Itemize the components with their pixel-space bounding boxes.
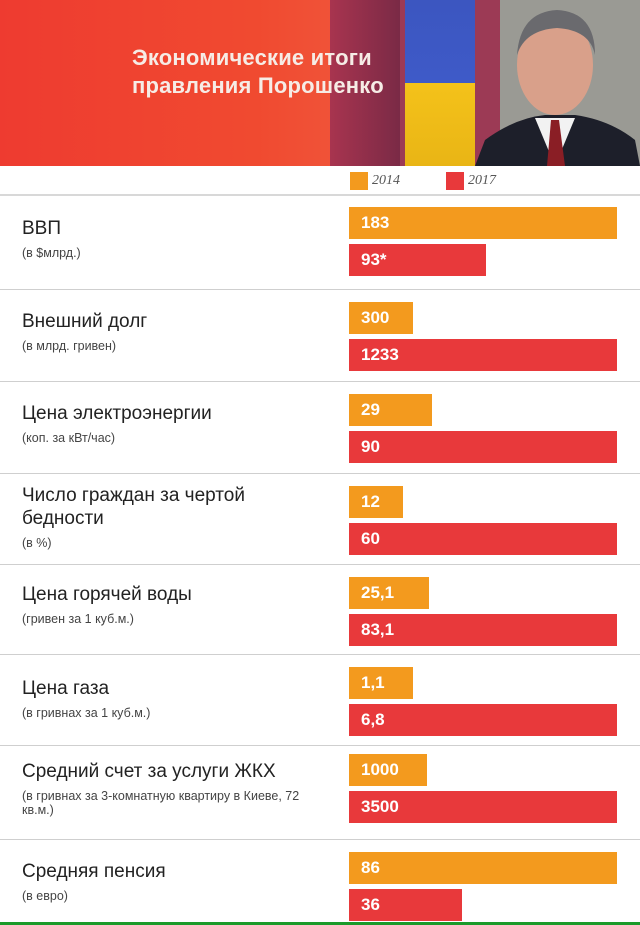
chart-row: Цена электроэнергии (коп. за кВт/час) 29 90 — [0, 382, 640, 474]
bar-2017: 83,1 — [349, 614, 617, 646]
bar-2014: 1,1 — [349, 667, 413, 699]
chart-row: Средняя пенсия (в евро) 86 36 — [0, 840, 640, 925]
legend-item-2017: 2017 — [446, 172, 496, 190]
row-label: Цена электроэнергии — [22, 403, 212, 424]
row-label: Средний счет за услуги ЖКХ — [22, 761, 276, 782]
president-photo — [475, 10, 640, 166]
row-unit: (в гривнах за 3-комнатную квартиру в Кие… — [22, 789, 300, 817]
bar-2014: 183 — [349, 207, 617, 239]
chart-row: ВВП (в $млрд.) 183 93* — [0, 197, 640, 290]
chart-row: Число граждан за чертой бедности (в %) 12 6… — [0, 474, 640, 565]
title-line-2: правления Порошенко — [132, 73, 384, 98]
bar-2017: 60 — [349, 523, 617, 555]
bar-2014: 300 — [349, 302, 413, 334]
row-unit: (коп. за кВт/час) — [22, 431, 116, 445]
row-label: Цена газа — [22, 678, 110, 699]
bottom-border — [0, 922, 640, 925]
bar-2014: 86 — [349, 852, 617, 884]
bar-2017: 36 — [349, 889, 462, 921]
bar-2014: 29 — [349, 394, 432, 426]
row-unit: (в $млрд.) — [22, 246, 81, 260]
row-label: Цена горячей воды — [22, 584, 192, 605]
chart-row: Цена газа (в гривнах за 1 куб.м.) 1,1 6,8 — [0, 655, 640, 746]
legend: 2014 2017 — [0, 166, 640, 196]
chart-row: Внешний долг (в млрд. гривен) 300 1233 — [0, 290, 640, 382]
legend-swatch-2017 — [446, 172, 464, 190]
bar-2014: 1000 — [349, 754, 427, 786]
title-line-1: Экономические итоги — [132, 45, 372, 70]
row-unit: (в %) — [22, 536, 52, 550]
legend-label-2014: 2014 — [372, 173, 400, 188]
bar-2017: 93* — [349, 244, 486, 276]
chart-row: Цена горячей воды (гривен за 1 куб.м.) 25,… — [0, 565, 640, 655]
row-label: Средняя пенсия — [22, 861, 166, 882]
row-unit: (в евро) — [22, 889, 68, 903]
bar-2017: 90 — [349, 431, 617, 463]
bar-2017: 3500 — [349, 791, 617, 823]
bar-2014: 25,1 — [349, 577, 429, 609]
bar-2017: 1233 — [349, 339, 617, 371]
bar-2017: 6,8 — [349, 704, 617, 736]
legend-label-2017: 2017 — [468, 173, 496, 188]
row-label: ВВП — [22, 218, 62, 239]
row-unit: (в гривнах за 1 куб.м.) — [22, 706, 151, 720]
row-unit: (гривен за 1 куб.м.) — [22, 612, 134, 626]
bar-2014: 12 — [349, 486, 403, 518]
legend-swatch-2014 — [350, 172, 368, 190]
legend-item-2014: 2014 — [350, 172, 400, 190]
row-label: Внешний долг — [22, 311, 148, 332]
chart-row: Средний счет за услуги ЖКХ (в гривнах за … — [0, 746, 640, 840]
row-label: Число граждан за чертой бедности — [22, 485, 245, 529]
flag-red — [330, 0, 400, 166]
row-unit: (в млрд. гривен) — [22, 339, 117, 353]
header-banner: Экономические итоги правления Порошенко — [0, 0, 640, 166]
flag-ukraine — [405, 0, 475, 166]
page-title: Экономические итоги правления Порошенко — [132, 44, 384, 100]
